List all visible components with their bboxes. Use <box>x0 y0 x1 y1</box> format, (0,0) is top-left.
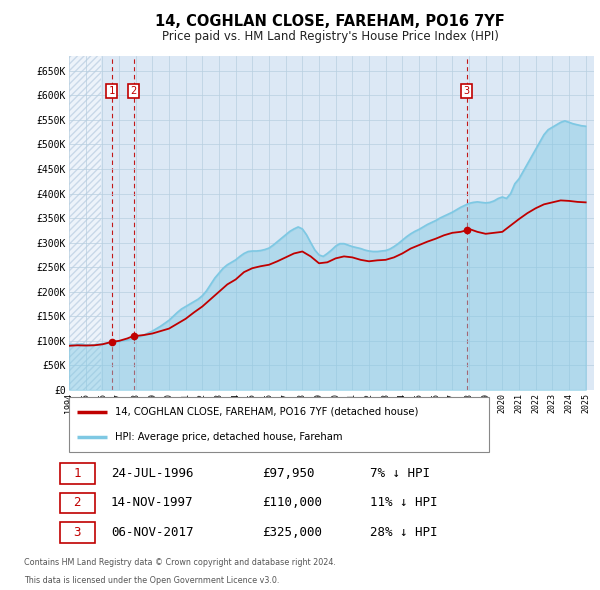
Text: 1: 1 <box>74 467 81 480</box>
Text: 14, COGHLAN CLOSE, FAREHAM, PO16 7YF (detached house): 14, COGHLAN CLOSE, FAREHAM, PO16 7YF (de… <box>115 407 419 417</box>
Text: 3: 3 <box>463 86 470 96</box>
Text: Price paid vs. HM Land Registry's House Price Index (HPI): Price paid vs. HM Land Registry's House … <box>161 30 499 43</box>
Text: 24-JUL-1996: 24-JUL-1996 <box>111 467 193 480</box>
FancyBboxPatch shape <box>69 397 489 452</box>
Text: Contains HM Land Registry data © Crown copyright and database right 2024.: Contains HM Land Registry data © Crown c… <box>24 558 335 567</box>
Text: 28% ↓ HPI: 28% ↓ HPI <box>370 526 438 539</box>
Text: £325,000: £325,000 <box>262 526 322 539</box>
Text: 14, COGHLAN CLOSE, FAREHAM, PO16 7YF: 14, COGHLAN CLOSE, FAREHAM, PO16 7YF <box>155 14 505 30</box>
Text: 14-NOV-1997: 14-NOV-1997 <box>111 497 193 510</box>
Bar <box>69 56 101 390</box>
Text: HPI: Average price, detached house, Fareham: HPI: Average price, detached house, Fare… <box>115 432 343 442</box>
Text: £110,000: £110,000 <box>262 497 322 510</box>
FancyBboxPatch shape <box>60 463 95 484</box>
Text: 1: 1 <box>109 86 115 96</box>
Text: 2: 2 <box>74 497 81 510</box>
Text: 2: 2 <box>130 86 137 96</box>
Text: 3: 3 <box>74 526 81 539</box>
Text: This data is licensed under the Open Government Licence v3.0.: This data is licensed under the Open Gov… <box>24 576 279 585</box>
FancyBboxPatch shape <box>60 522 95 543</box>
Text: 11% ↓ HPI: 11% ↓ HPI <box>370 497 438 510</box>
FancyBboxPatch shape <box>60 493 95 513</box>
Text: £97,950: £97,950 <box>262 467 314 480</box>
Text: 7% ↓ HPI: 7% ↓ HPI <box>370 467 430 480</box>
Text: 06-NOV-2017: 06-NOV-2017 <box>111 526 193 539</box>
